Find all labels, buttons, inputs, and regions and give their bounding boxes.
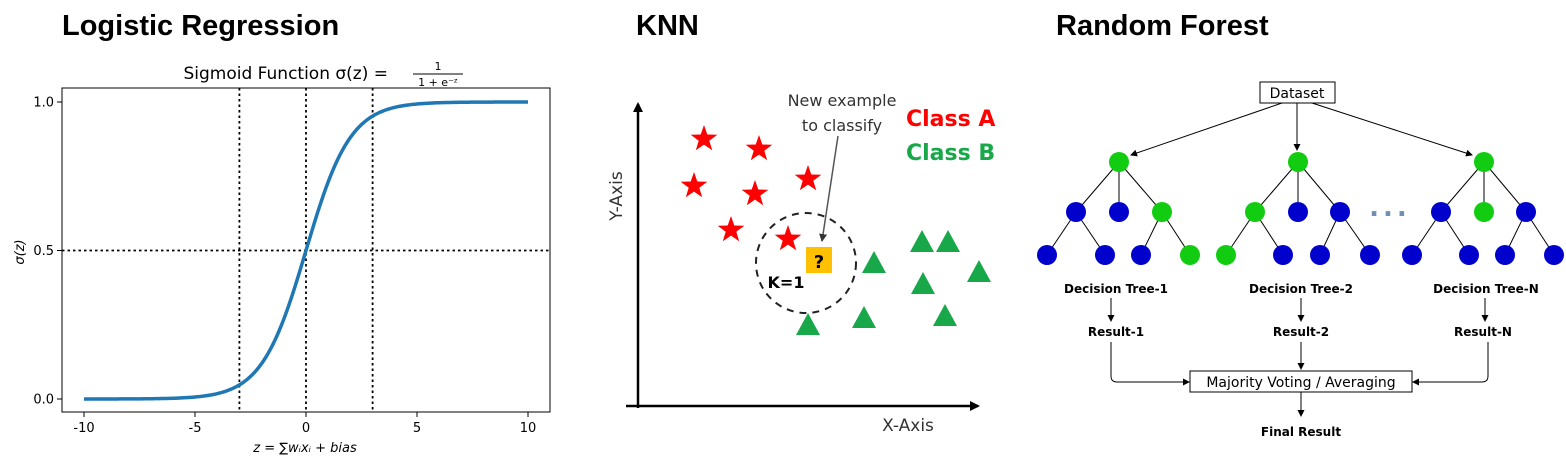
class-a-legend: Class A [906, 107, 995, 132]
tree-node [1330, 202, 1350, 222]
tree-edge [1075, 161, 1120, 213]
tree-leaf-node [1310, 245, 1330, 265]
class-b-triangle [967, 260, 991, 282]
tree-node [1474, 202, 1494, 222]
dataset-arrow [1311, 102, 1473, 157]
tree-n-label: Decision Tree-N [1433, 282, 1539, 296]
tree-root-node [1109, 152, 1129, 172]
tree-leaf-node [1095, 245, 1115, 265]
y-tick-label: 0.0 [33, 393, 54, 408]
final-result: Final Result [1261, 425, 1341, 439]
dataset-label: Dataset [1270, 86, 1325, 102]
title-fraction-numerator: 1 [435, 60, 442, 73]
knn-diagram: Y-Axis X-Axis ? K=1 New example to class… [607, 91, 995, 436]
tree-leaf-node [1131, 245, 1151, 265]
class-a-star [680, 172, 708, 198]
query-symbol: ? [814, 252, 824, 273]
y-axis-label: σ(z) [13, 239, 28, 264]
forest-heading: Random Forest [1056, 10, 1269, 42]
tree-leaf-node [1459, 245, 1479, 265]
result-merge-arrow [1110, 342, 1190, 386]
tree-edge [1483, 161, 1527, 213]
tree-1-label: Decision Tree-1 [1064, 282, 1168, 296]
tree-edge [1297, 161, 1341, 213]
annotation-line-2: to classify [802, 116, 882, 135]
y-axis-title: Y-Axis [607, 171, 627, 222]
sigmoid-curve [84, 100, 528, 401]
x-axis-label: z = ∑wᵢxᵢ + bias [252, 441, 357, 456]
tree-node [1288, 202, 1308, 222]
result-1: Result-1 [1088, 325, 1144, 339]
decision-trees [1037, 152, 1564, 265]
y-tick-label: 0.5 [33, 244, 54, 259]
tree-leaf-node [1402, 245, 1422, 265]
tree-leaf-node [1544, 245, 1564, 265]
voting-label: Majority Voting / Averaging [1206, 375, 1395, 391]
result-2: Result-2 [1273, 325, 1329, 339]
knn-heading: KNN [636, 10, 699, 42]
tree-edge [1440, 161, 1485, 213]
class-b-triangle [933, 304, 957, 326]
tree-leaf-node [1360, 245, 1380, 265]
class-a-star [741, 180, 769, 206]
class-b-triangle [796, 313, 820, 335]
tree-root-node [1474, 152, 1494, 172]
tree-leaf-node [1180, 245, 1200, 265]
class-a-star [745, 135, 773, 161]
k-label: K=1 [768, 273, 805, 292]
class-b-triangle [852, 306, 876, 328]
tree-leaf-node [1495, 245, 1515, 265]
sigmoid-chart: -10 -5 0 5 10 0.0 0.5 1.0 Sigmoid Functi… [13, 60, 551, 456]
class-a-star [794, 165, 822, 191]
tree-edge [1254, 161, 1299, 213]
dataset-arrow [1130, 102, 1283, 157]
annotation-line-1: New example [788, 91, 897, 110]
logistic-heading: Logistic Regression [62, 10, 340, 42]
title-fraction-denominator: 1 + e⁻ᶻ [418, 76, 458, 89]
class-a-star [774, 225, 802, 251]
class-b-triangle [910, 230, 934, 252]
tree-leaf-node [1216, 245, 1236, 265]
class-b-legend: Class B [906, 141, 995, 166]
tree-edge [1118, 161, 1163, 213]
class-a-star [690, 125, 718, 151]
tree-node [1516, 202, 1536, 222]
result-n: Result-N [1454, 325, 1512, 339]
x-tick-label: 10 [520, 421, 537, 436]
tree-nodes [1216, 152, 1380, 265]
tree-nodes [1037, 152, 1200, 265]
class-b-triangle [936, 230, 960, 252]
tree-leaf-node [1037, 245, 1057, 265]
tree-leaf-node [1273, 245, 1293, 265]
x-tick-label: 0 [302, 421, 310, 436]
class-a-star [717, 216, 745, 242]
query-point [806, 247, 832, 273]
random-forest-diagram: Dataset ... Decision Tree-1 Decision Tre… [1037, 81, 1564, 439]
class-a-points [680, 125, 822, 251]
x-tick-label: -10 [73, 421, 94, 436]
x-tick-label: -5 [189, 421, 202, 436]
class-b-triangle [911, 272, 935, 294]
tick-marks [57, 101, 529, 417]
tree-2-label: Decision Tree-2 [1249, 282, 1353, 296]
tree-nodes [1402, 152, 1564, 265]
class-b-points [796, 230, 991, 335]
x-tick-label: 5 [413, 421, 421, 436]
annotation-arrow [819, 135, 839, 242]
class-b-triangle [862, 251, 886, 273]
more-trees-ellipsis: ... [1369, 193, 1411, 223]
tree-node [1066, 202, 1086, 222]
tree-root-node [1288, 152, 1308, 172]
tree-node [1109, 202, 1129, 222]
tree-node [1245, 202, 1265, 222]
x-axis-title: X-Axis [882, 416, 934, 436]
tree-node [1152, 202, 1172, 222]
k-neighborhood-circle [755, 212, 857, 314]
y-tick-label: 1.0 [33, 96, 54, 111]
result-merge-arrow [1412, 342, 1489, 386]
sigmoid-title: Sigmoid Function σ(z) = [183, 64, 388, 84]
tree-node [1431, 202, 1451, 222]
